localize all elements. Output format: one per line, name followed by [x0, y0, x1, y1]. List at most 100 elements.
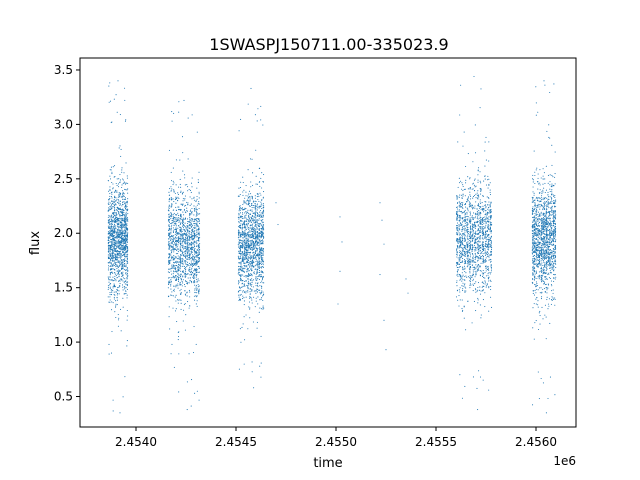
data-point [259, 270, 261, 272]
data-point [174, 229, 177, 231]
data-point [125, 213, 127, 215]
data-point [122, 306, 124, 308]
data-point [238, 256, 240, 258]
data-point [490, 211, 492, 213]
data-point [122, 254, 125, 256]
data-point [116, 198, 118, 200]
data-point [255, 229, 257, 231]
data-point [193, 242, 195, 244]
data-point [168, 229, 170, 231]
data-point [247, 199, 249, 201]
data-point [196, 245, 198, 248]
data-point [239, 253, 241, 255]
data-point [193, 264, 195, 266]
data-point [484, 220, 486, 222]
data-point [260, 256, 262, 259]
data-point [258, 275, 260, 277]
data-point [169, 254, 171, 256]
data-point [177, 212, 179, 214]
data-point [173, 191, 175, 193]
data-point [182, 257, 184, 259]
data-point [177, 244, 179, 246]
data-point [116, 270, 118, 272]
data-point [119, 179, 121, 181]
data-point [187, 273, 189, 275]
data-point [119, 253, 121, 255]
data-point [198, 191, 200, 193]
data-point [180, 234, 182, 236]
data-point [490, 268, 493, 270]
data-point [112, 212, 114, 215]
data-point [114, 242, 116, 245]
data-point [456, 216, 458, 218]
data-point [244, 236, 246, 238]
data-point [118, 234, 120, 236]
data-point [172, 231, 174, 233]
data-point [122, 211, 124, 213]
data-point [248, 251, 250, 254]
data-point [184, 285, 186, 288]
data-point [108, 249, 110, 251]
data-point [111, 279, 113, 281]
data-point [119, 270, 121, 272]
data-point [109, 230, 111, 232]
data-point [255, 243, 257, 245]
data-point [113, 255, 115, 257]
data-point [108, 203, 110, 206]
data-point [180, 250, 182, 252]
data-point [251, 241, 253, 243]
data-point [122, 264, 124, 266]
data-point [126, 206, 128, 208]
data-point [110, 257, 112, 259]
data-point [168, 204, 170, 206]
data-point [123, 220, 125, 223]
data-point [119, 242, 121, 244]
data-point [183, 214, 185, 216]
data-point [113, 176, 115, 178]
data-point [115, 182, 117, 185]
data-point [173, 290, 175, 292]
data-point [111, 243, 113, 245]
data-point [255, 206, 257, 208]
data-point [111, 203, 113, 205]
data-point [485, 206, 487, 208]
data-point [241, 259, 243, 261]
data-point [124, 99, 126, 101]
data-point [187, 243, 189, 245]
data-point [181, 233, 183, 235]
data-point [175, 294, 177, 296]
data-point [178, 186, 180, 188]
data-point [251, 260, 253, 262]
data-point [181, 240, 183, 242]
data-point [246, 255, 248, 257]
data-point [477, 264, 480, 266]
data-point [182, 211, 184, 213]
data-point [243, 222, 245, 224]
data-point [460, 251, 462, 253]
data-point [259, 225, 261, 227]
data-point [124, 198, 127, 200]
data-point [184, 199, 186, 201]
data-point [179, 266, 181, 268]
data-point [173, 201, 175, 203]
data-point [116, 221, 118, 223]
data-point [250, 285, 252, 287]
data-point [249, 221, 251, 223]
data-point [112, 249, 114, 251]
data-point [464, 270, 466, 273]
data-point [112, 227, 114, 229]
data-point [194, 223, 196, 225]
data-point [249, 231, 251, 233]
data-point [457, 273, 459, 275]
data-point [167, 283, 170, 286]
data-point [112, 217, 114, 219]
data-point [109, 217, 111, 219]
data-point [115, 245, 117, 248]
data-point [119, 240, 121, 242]
data-point [126, 224, 128, 226]
data-point [122, 263, 124, 265]
data-point [173, 235, 175, 237]
data-point [111, 264, 113, 266]
data-point [482, 195, 484, 197]
data-point [125, 222, 127, 224]
